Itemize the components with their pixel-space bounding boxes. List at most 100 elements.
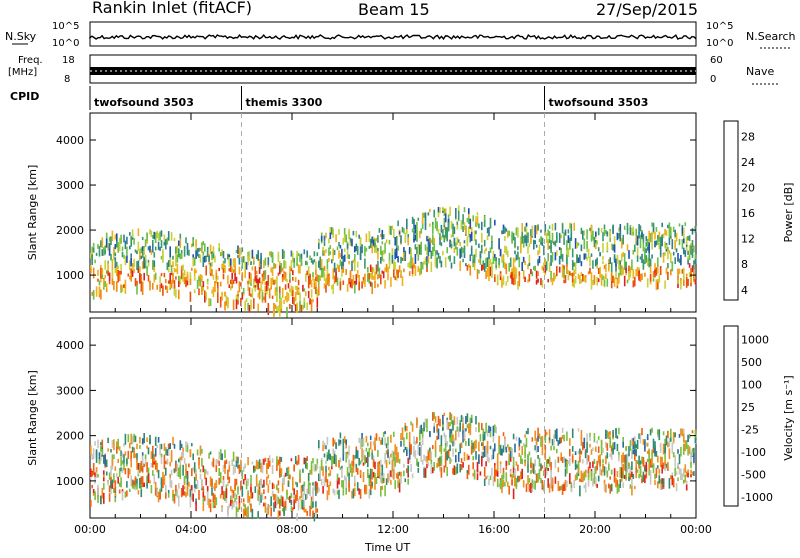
data-cell (185, 463, 187, 474)
data-cell (472, 462, 474, 470)
data-cell (419, 244, 421, 255)
data-cell (193, 268, 196, 275)
data-cell (636, 247, 639, 257)
data-cell (505, 466, 508, 470)
data-cell (108, 272, 111, 281)
data-cell (456, 237, 459, 245)
data-cell (512, 267, 515, 278)
data-cell (306, 302, 308, 310)
data-cell (365, 435, 368, 443)
data-cell (146, 445, 148, 449)
data-cell (408, 441, 411, 447)
data-cell (514, 274, 516, 285)
data-cell (533, 239, 535, 250)
data-cell (290, 499, 293, 506)
x-tick-label: 08:00 (276, 523, 308, 536)
data-cell (315, 269, 317, 276)
data-cell (557, 480, 560, 491)
data-cell (362, 277, 365, 283)
data-cell (403, 252, 405, 262)
data-cell (323, 265, 326, 272)
data-cell (439, 418, 441, 427)
data-cell (159, 231, 161, 241)
data-cell (494, 473, 496, 482)
data-cell (622, 252, 624, 257)
data-cell (544, 430, 547, 436)
data-cell (600, 276, 603, 286)
data-cell (90, 265, 92, 269)
data-cell (367, 468, 369, 478)
data-cell (137, 463, 140, 470)
data-cell (551, 439, 554, 446)
data-cell (472, 256, 474, 265)
data-cell (426, 246, 428, 256)
data-cell (146, 265, 148, 276)
data-cell (610, 243, 613, 250)
data-cell (120, 456, 122, 467)
data-cell (209, 476, 212, 487)
data-cell (483, 263, 486, 272)
data-cell (186, 445, 189, 453)
data-cell (179, 464, 182, 476)
data-cell (600, 228, 603, 233)
data-cell (595, 240, 597, 250)
nsky-series (89, 33, 697, 41)
data-cell (319, 466, 321, 472)
data-cell (525, 437, 528, 448)
data-cell (189, 449, 192, 456)
data-cell (224, 491, 226, 502)
data-cell (355, 230, 358, 238)
data-cell (400, 256, 402, 264)
data-cell (439, 466, 441, 472)
data-cell (306, 261, 308, 266)
data-cell (479, 254, 482, 259)
data-cell (217, 288, 219, 293)
data-cell (472, 442, 474, 449)
data-cell (362, 437, 365, 447)
data-cell (407, 262, 409, 268)
data-cell (281, 508, 284, 512)
data-cell (204, 295, 206, 303)
data-cell (237, 245, 239, 255)
data-cell (556, 266, 558, 277)
data-cell (574, 238, 577, 249)
data-cell (240, 459, 242, 470)
data-cell (377, 465, 379, 477)
data-cell (507, 481, 509, 487)
data-cell (590, 279, 593, 290)
data-cell (313, 259, 316, 263)
data-cell (113, 439, 115, 451)
data-cell (683, 433, 685, 443)
data-cell (671, 442, 674, 454)
data-cell (470, 248, 473, 256)
data-cell (271, 465, 274, 474)
data-cell (674, 455, 676, 467)
data-cell (544, 436, 547, 443)
data-cell (551, 484, 554, 492)
data-cell (416, 247, 418, 255)
data-cell (657, 429, 659, 435)
data-cell (325, 465, 327, 472)
data-cell (351, 460, 353, 467)
data-cell (681, 232, 684, 236)
data-cell (296, 306, 298, 313)
data-cell (338, 250, 340, 259)
data-cell (433, 209, 435, 218)
data-cell (261, 460, 264, 472)
data-cell (535, 225, 538, 235)
data-cell (450, 262, 453, 269)
data-cell (221, 292, 223, 301)
data-cell (328, 238, 330, 244)
data-cell (303, 499, 306, 508)
data-cell (104, 246, 106, 251)
data-cell (258, 485, 261, 495)
data-cell (535, 280, 538, 285)
data-cell (146, 462, 148, 473)
data-cell (230, 265, 232, 273)
data-cell (342, 280, 345, 285)
data-cell (584, 451, 587, 458)
data-cell (325, 471, 327, 483)
data-cell (225, 488, 228, 499)
data-cell (359, 460, 362, 465)
data-cell (114, 466, 117, 471)
